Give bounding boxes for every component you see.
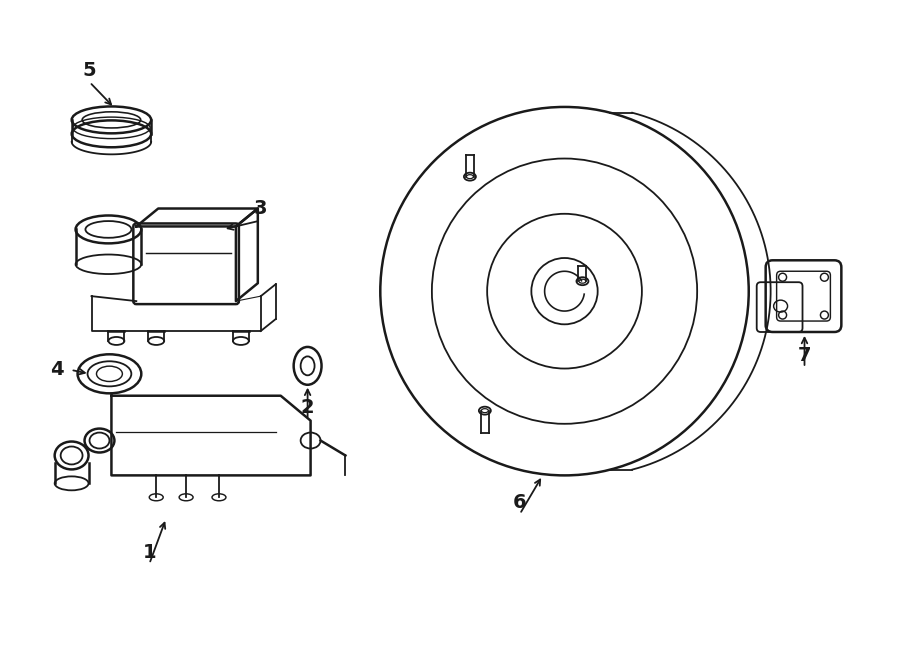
Text: 1: 1 bbox=[142, 543, 156, 562]
Text: 2: 2 bbox=[301, 398, 314, 417]
Text: 6: 6 bbox=[513, 492, 526, 512]
Text: 4: 4 bbox=[50, 360, 64, 379]
Text: 5: 5 bbox=[83, 61, 96, 79]
Text: 7: 7 bbox=[797, 346, 811, 366]
Text: 3: 3 bbox=[254, 199, 267, 218]
